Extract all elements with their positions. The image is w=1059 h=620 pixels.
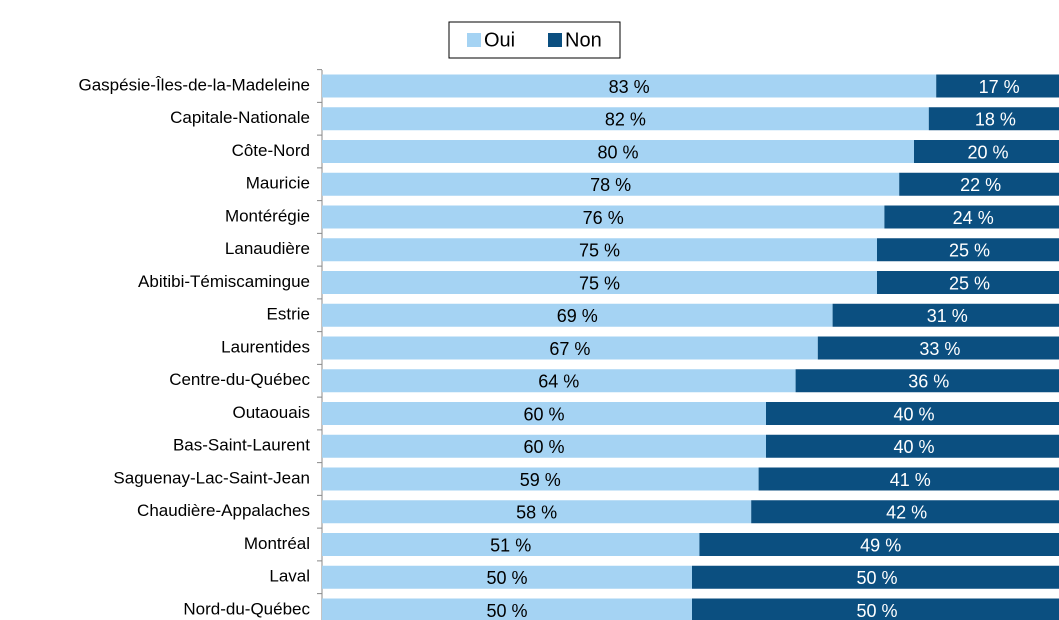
legend-swatch (548, 33, 562, 47)
y-tick-label: Bas-Saint-Laurent (173, 436, 310, 455)
value-label: 36 % (908, 372, 949, 392)
value-label: 40 % (893, 404, 934, 424)
bar-segment (322, 205, 885, 229)
value-label: 20 % (967, 142, 1008, 162)
value-label: 64 % (538, 372, 579, 392)
legend-swatch (467, 33, 481, 47)
value-label: 75 % (579, 273, 620, 293)
bar-segment (322, 467, 759, 491)
y-tick-label: Estrie (267, 305, 310, 324)
value-label: 33 % (919, 339, 960, 359)
bar-segment (322, 303, 833, 327)
value-label: 67 % (549, 339, 590, 359)
bar-segment (322, 402, 766, 425)
value-label: 60 % (523, 404, 564, 424)
value-label: 83 % (609, 77, 650, 97)
bar-segment (322, 74, 937, 98)
value-label: 50 % (856, 568, 897, 588)
bar-segment (758, 467, 1059, 491)
y-tick-label: Chaudière-Appalaches (137, 501, 310, 520)
value-label: 25 % (949, 241, 990, 261)
value-label: 42 % (886, 503, 927, 523)
value-label: 22 % (960, 175, 1001, 195)
y-tick-label: Laval (269, 567, 310, 586)
value-label: 50 % (486, 568, 527, 588)
bar-segment (817, 336, 1059, 360)
value-label: 75 % (579, 241, 620, 261)
y-tick-label: Capitale-Nationale (170, 108, 310, 127)
y-tick-label: Abitibi-Témiscamingue (138, 272, 310, 291)
bar-segment (766, 434, 1059, 458)
value-label: 40 % (893, 437, 934, 457)
bar-segment (322, 565, 692, 589)
y-tick-label: Montréal (244, 534, 310, 553)
y-tick-label: Gaspésie-Îles-de-la-Madeleine (78, 75, 310, 94)
value-label: 31 % (927, 306, 968, 326)
y-tick-label: Outaouais (233, 403, 311, 422)
value-label: 80 % (597, 142, 638, 162)
bar-segment (692, 598, 1059, 620)
legend-label: Non (565, 29, 602, 51)
y-tick-label: Côte-Nord (232, 141, 310, 160)
bar-segment (322, 533, 700, 556)
bar-segment (877, 271, 1059, 294)
value-label: 60 % (523, 437, 564, 457)
value-label: 82 % (605, 110, 646, 130)
bar-segment (877, 238, 1059, 262)
y-tick-label: Montérégie (225, 206, 310, 225)
bar-segment (322, 238, 877, 262)
y-tick-label: Lanaudière (225, 239, 310, 258)
value-label: 76 % (583, 208, 624, 228)
y-tick-label: Laurentides (221, 337, 310, 356)
y-tick-label: Mauricie (246, 174, 310, 193)
bar-segment (322, 369, 796, 393)
bar-segment (322, 434, 766, 458)
bar-segment (692, 565, 1059, 589)
bar-segment (322, 500, 752, 524)
bar-segment (322, 598, 692, 620)
bar-segment (832, 303, 1059, 327)
value-label: 17 % (979, 77, 1020, 97)
y-tick-label: Nord-du-Québec (183, 599, 310, 618)
value-label: 50 % (486, 601, 527, 620)
bar-segment (914, 140, 1059, 163)
bar-segment (766, 402, 1059, 425)
bar-segment (322, 336, 818, 360)
bar-segment (322, 140, 914, 163)
value-label: 69 % (557, 306, 598, 326)
value-label: 25 % (949, 273, 990, 293)
bar-segment (884, 205, 1059, 229)
bar-segment (699, 533, 1059, 556)
value-label: 18 % (975, 110, 1016, 130)
bar-segment (322, 107, 929, 131)
bar-segment (936, 74, 1059, 98)
value-label: 51 % (490, 535, 531, 555)
bar-segment (928, 107, 1059, 131)
value-label: 59 % (520, 470, 561, 490)
bar-segment (795, 369, 1059, 393)
value-label: 24 % (953, 208, 994, 228)
value-label: 49 % (860, 535, 901, 555)
value-label: 41 % (890, 470, 931, 490)
bar-segment (899, 172, 1059, 196)
value-label: 50 % (856, 601, 897, 620)
bar-segment (322, 172, 900, 196)
value-label: 78 % (590, 175, 631, 195)
bar-segment (751, 500, 1059, 524)
y-tick-label: Saguenay-Lac-Saint-Jean (113, 468, 310, 487)
value-label: 58 % (516, 503, 557, 523)
y-tick-label: Centre-du-Québec (169, 370, 310, 389)
bar-segment (322, 271, 877, 294)
legend-label: Oui (484, 29, 515, 51)
